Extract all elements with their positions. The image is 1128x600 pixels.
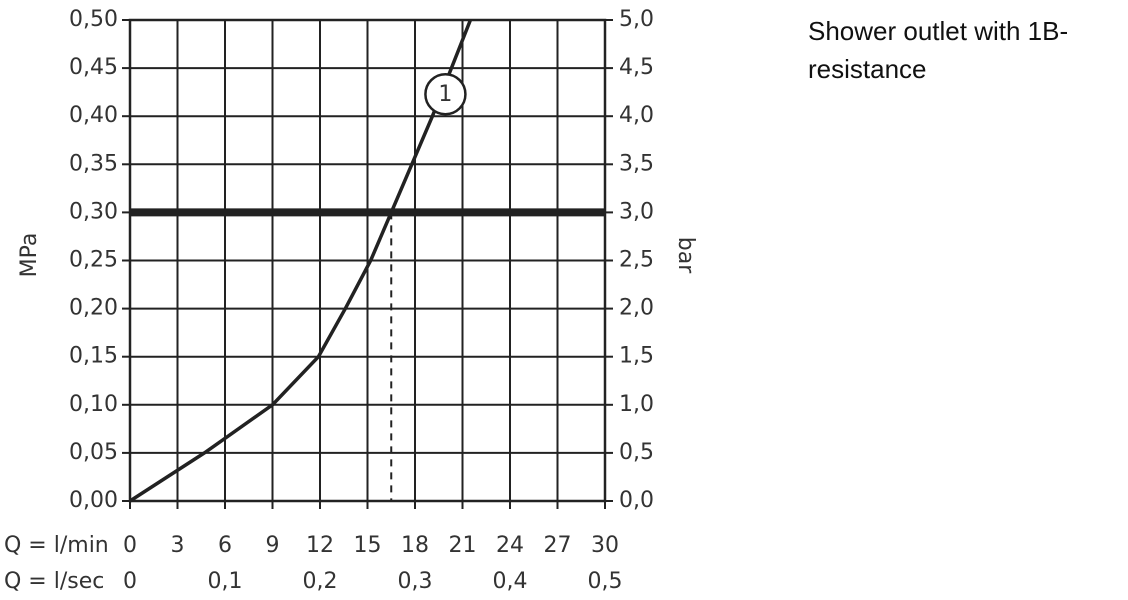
x-tick-label: 30: [591, 533, 619, 558]
y2-tick-label: 0,5: [619, 440, 654, 465]
series-label: 1: [438, 82, 452, 107]
y-tick-label: 0,30: [69, 199, 118, 224]
x-tick-label: 12: [306, 533, 334, 558]
plot-frame: [128, 18, 607, 503]
y2-tick-label: 3,5: [619, 151, 654, 176]
y2-tick-label: 3,0: [619, 199, 654, 224]
y2-tick-label: 2,5: [619, 248, 654, 273]
x-tick-label: 21: [449, 533, 477, 558]
side-text: Shower outlet with 1B-resistance: [808, 16, 1069, 84]
x2-tick-label: 0,1: [208, 569, 243, 594]
series-label-circle: [424, 72, 467, 116]
y2-tick-label: 2,0: [619, 296, 654, 321]
y-tick-label: 0,50: [69, 7, 118, 32]
y2-tick-label: 1,5: [619, 344, 654, 369]
x2-tick-label: 0,5: [588, 569, 623, 594]
y2-tick-label: 4,5: [619, 55, 654, 80]
y-tick-label: 0,00: [69, 488, 118, 513]
y2-tick-label: 1,0: [619, 392, 654, 417]
x-tick-label: 18: [401, 533, 429, 558]
y-tick-label: 0,40: [69, 103, 118, 128]
y2-tick-label: 5,0: [619, 7, 654, 32]
x-tick-label: 0: [123, 533, 137, 558]
y-tick-label: 0,10: [69, 392, 118, 417]
y-tick-label: 0,05: [69, 440, 118, 465]
x-tick-label: 24: [496, 533, 524, 558]
x-tick-label: 6: [218, 533, 232, 558]
x2-tick-label: 0,4: [493, 569, 528, 594]
y-tick-label: 0,45: [69, 55, 118, 80]
x2-tick-label: 0,2: [303, 569, 338, 594]
y2-tick-label: 0,0: [619, 488, 654, 513]
x-tick-label: 9: [266, 533, 280, 558]
y2-axis-label: bar: [673, 237, 698, 274]
y2-tick-label: 4,0: [619, 103, 654, 128]
y-tick-label: 0,15: [69, 344, 118, 369]
chart: MPa bar Q = l/min Q = l/sec 0 3 6 9 12 15 18 21…: [4, 7, 698, 594]
x-tick-label: 15: [354, 533, 382, 558]
y-tick-label: 0,35: [69, 151, 118, 176]
x2-tick-label: 0: [123, 569, 137, 594]
x2-axis-label: Q = l/sec: [4, 569, 104, 594]
x-axis-label: Q = l/min: [4, 533, 109, 558]
y-tick-label: 0,25: [69, 248, 118, 273]
y-tick-label: 0,20: [69, 296, 118, 321]
y-axis-label: MPa: [17, 233, 42, 278]
x-tick-label: 27: [544, 533, 572, 558]
x2-tick-label: 0,3: [398, 569, 433, 594]
x-tick-label: 3: [171, 533, 185, 558]
